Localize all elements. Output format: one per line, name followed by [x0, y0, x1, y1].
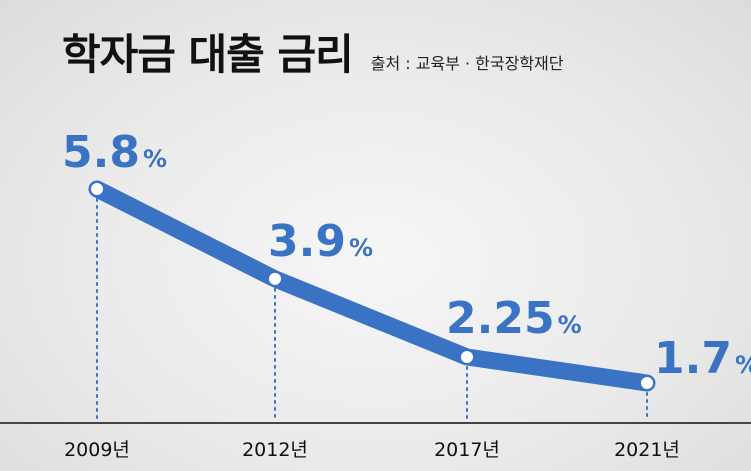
x-tick-label-0: 2009년	[64, 439, 130, 461]
data-point-1	[267, 270, 283, 287]
data-label-2: 2.25%	[446, 293, 582, 344]
data-label-0: 5.8%	[62, 127, 167, 178]
data-label-1: 3.9%	[268, 216, 373, 267]
series-line	[88, 180, 656, 392]
x-tick-label-3: 2021년	[614, 439, 680, 461]
data-point-3	[639, 375, 655, 391]
data-label-3: 1.7%	[654, 333, 751, 384]
data-point-2	[459, 348, 475, 365]
chart-header: 학자금 대출 금리 출처 : 교육부 · 한국장학재단	[62, 34, 563, 76]
x-tick-label-1: 2012년	[242, 439, 308, 461]
chart-source: 출처 : 교육부 · 한국장학재단	[370, 54, 564, 73]
x-tick-label-2: 2017년	[434, 439, 500, 461]
data-point-0	[89, 181, 105, 197]
chart-title: 학자금 대출 금리	[62, 30, 354, 79]
